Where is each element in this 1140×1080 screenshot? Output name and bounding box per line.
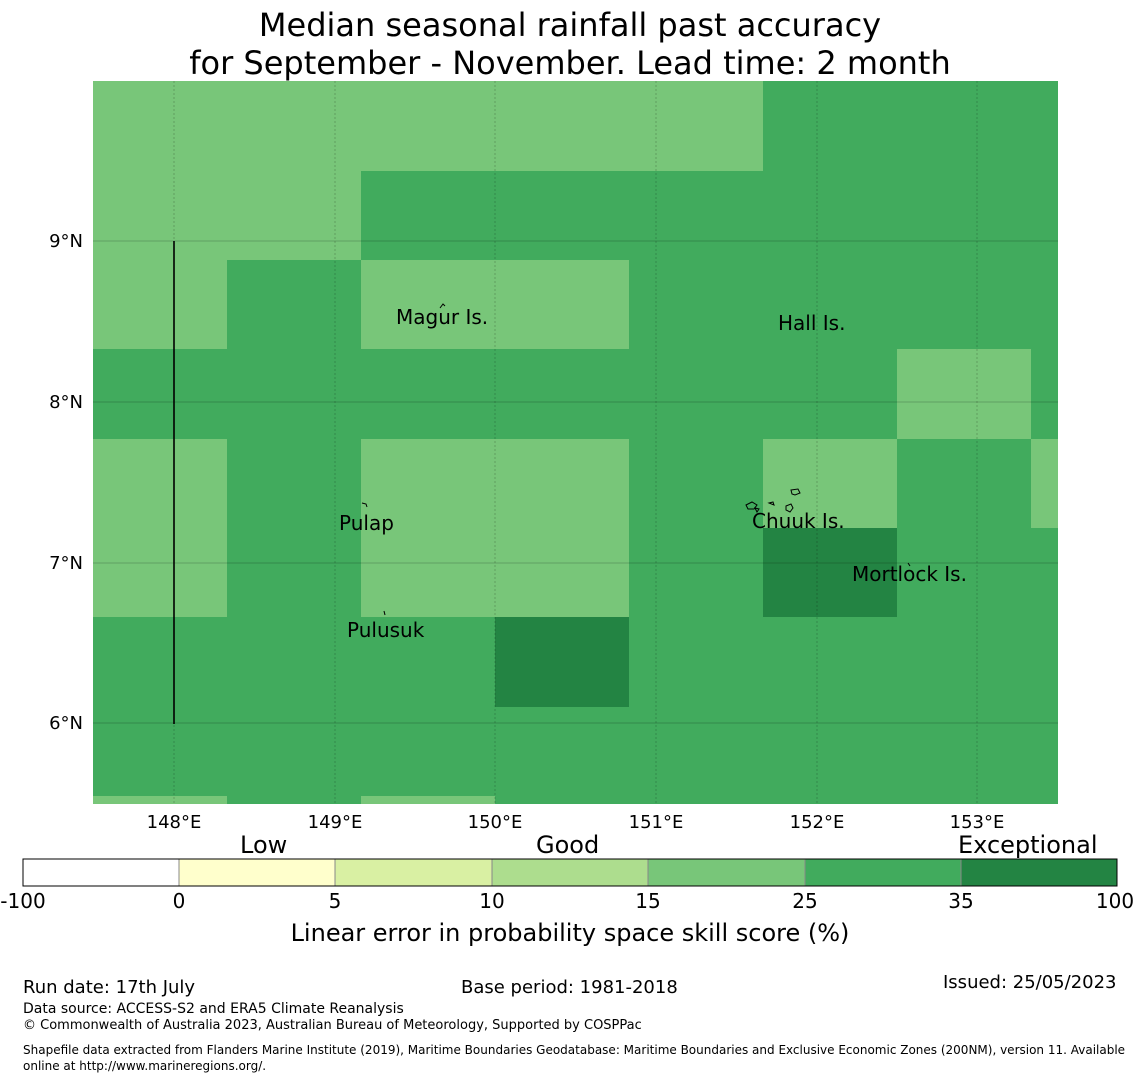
grid-cell [93,260,227,349]
colorbar-tick-label: 15 [635,889,660,913]
magur-island-shape [439,303,446,309]
grid-cell [629,617,1058,707]
colorbar-bin [178,858,336,887]
legend-category-exceptional: Exceptional [958,831,1098,859]
grid-cell [361,796,495,804]
pulap-island-shape [361,502,368,508]
grid-cell [93,796,227,804]
lon-tick-label: 148°E [147,812,202,833]
skill-grid [93,81,1058,804]
grid-cell [361,171,1058,260]
data-source-note: Data source: ACCESS-S2 and ERA5 Climate … [23,1001,404,1017]
grid-cell [93,171,361,260]
colorbar-tick-label: 0 [173,889,186,913]
grid-cell [763,528,897,617]
lon-tick-label: 153°E [950,812,1005,833]
shapefile-credit-note: Shapefile data extracted from Flanders M… [23,1043,1126,1073]
place-label-magur: Magur Is. [396,305,488,329]
colorbar-bin [334,858,493,887]
lat-tick-label: 9°N [49,231,83,252]
colorbar-bin [22,858,180,887]
lat-tick-label: 7°N [49,553,83,574]
grid-cell [361,260,629,349]
lat-tick-label: 6°N [49,713,83,734]
graticule-parallels [93,240,1058,724]
legend-category-good: Good [536,831,599,859]
lon-tick-label: 150°E [468,812,523,833]
grid-cell [763,81,1058,171]
colorbar-axis-label: Linear error in probability space skill … [291,919,850,947]
grid-cell [629,528,763,617]
colorbar-bin [647,858,806,887]
colorbar-tick-label: 35 [948,889,973,913]
colorbar-outline [22,858,1118,887]
pulusuk-island-shape [383,610,386,616]
grid-cell [227,260,361,349]
grid-cell [93,796,1058,804]
colorbar-tick-label: 100 [1096,889,1134,913]
grid-cell [897,349,1031,439]
place-label-mortlock: Mortlock Is. [852,562,967,586]
legend-category-low: Low [240,831,287,859]
place-label-chuuk: Chuuk Is. [752,509,845,533]
colorbar-tick-label: 5 [329,889,342,913]
lon-tick-label: 149°E [308,812,363,833]
colorbar-tick-label: 25 [792,889,817,913]
colorbar [22,858,1118,887]
place-label-hall: Hall Is. [778,311,845,335]
grid-cell [93,349,897,439]
colorbar-bin [960,858,1118,887]
grid-cell [897,439,1031,528]
grid-cell [93,528,227,617]
place-label-pulap: Pulap [339,511,394,535]
issued-date: Issued: 25/05/2023 [943,972,1117,993]
colorbar-tick-label: -100 [0,889,45,913]
grid-cell [227,439,361,528]
lon-tick-label: 152°E [790,812,845,833]
colorbar-bin [491,858,649,887]
map-title-line-2: for September - November. Lead time: 2 m… [189,44,951,82]
grid-cell [629,439,763,528]
grid-cell [93,617,495,707]
run-date: Run date: 17th July [23,977,196,998]
grid-cell [93,439,227,528]
grid-cell [897,528,1058,617]
mortlock-island-shape [907,562,911,567]
colorbar-tick-label: 10 [479,889,504,913]
grid-cell [1031,439,1058,528]
lat-tick-label: 8°N [49,392,83,413]
grid-cell [227,528,361,617]
base-period: Base period: 1981-2018 [461,977,678,998]
grid-cell [93,81,763,171]
grid-cell [361,528,629,617]
colorbar-bin [804,858,962,887]
grid-cell [495,617,629,707]
copyright-note: © Commonwealth of Australia 2023, Austra… [23,1018,642,1033]
chuuk-lagoon-shape [745,488,801,513]
lon-tick-label: 151°E [629,812,684,833]
grid-cell [763,439,897,528]
grid-cell [361,439,629,528]
place-label-pulusuk: Pulusuk [347,618,425,642]
map-title-line-1: Median seasonal rainfall past accuracy [258,6,882,44]
island-outlines [361,303,911,616]
grid-cell [629,260,1058,349]
grid-cell [1031,349,1058,439]
grid-cell [93,707,1058,796]
